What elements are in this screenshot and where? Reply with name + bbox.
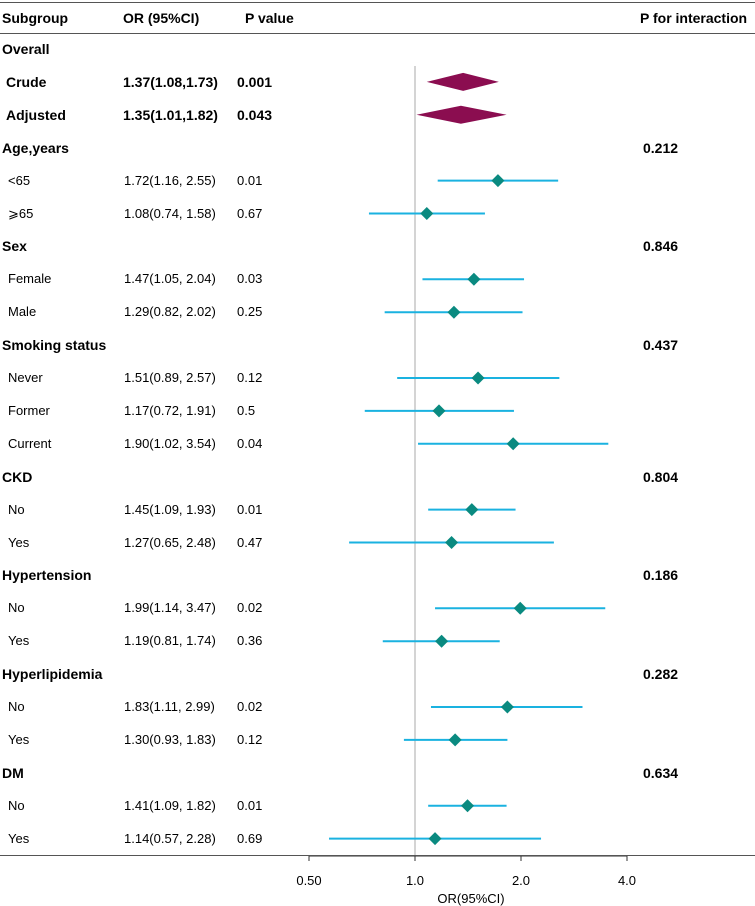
p-value: 0.02 (237, 600, 263, 616)
p-interaction-value: 0.804 (643, 468, 679, 485)
p-value: 0.12 (237, 370, 263, 385)
p-interaction-value: 0.846 (643, 238, 679, 255)
subgroup-label: No (8, 501, 25, 517)
p-interaction-value: 0.212 (643, 139, 679, 156)
header-or: OR (95%CI) (123, 10, 200, 26)
point-estimate-marker (448, 733, 462, 747)
group-label: Sex (2, 238, 27, 255)
or-ci-value: 1.35(1.01,1.82) (123, 106, 218, 123)
p-value: 0.02 (237, 699, 263, 714)
point-estimate-marker (428, 832, 442, 846)
p-interaction-value: 0.186 (643, 567, 679, 584)
p-value: 0.25 (237, 304, 263, 320)
p-value: 0.47 (237, 534, 263, 550)
header-p-interaction: P for interaction (640, 10, 748, 26)
or-ci-value: 1.83(1.11, 2.99) (124, 699, 215, 714)
point-estimate-marker (420, 207, 434, 220)
p-value: 0.12 (237, 731, 263, 747)
point-estimate-marker (461, 799, 475, 813)
point-estimate-marker (471, 371, 485, 385)
or-ci-value: 1.08(0.74, 1.58) (124, 205, 216, 221)
or-ci-value: 1.51(0.89, 2.57) (124, 370, 216, 385)
p-value: 0.36 (237, 633, 263, 649)
p-value: 0.03 (237, 271, 263, 287)
point-estimate-marker (506, 437, 520, 451)
group-label: Hypertension (2, 567, 92, 584)
x-tick-label: 4.0 (618, 873, 636, 888)
subgroup-label: Yes (8, 830, 30, 846)
or-ci-value: 1.30(0.93, 1.83) (124, 731, 216, 747)
subgroup-label: ⩾65 (8, 205, 34, 221)
subgroup-label: Yes (8, 731, 30, 747)
p-value: 0.5 (237, 402, 256, 418)
group-label: Overall (2, 41, 50, 57)
point-estimate-marker (465, 503, 479, 517)
p-value: 0.69 (237, 830, 263, 846)
subgroup-label: No (8, 600, 25, 616)
group-label: Hyperlipidemia (2, 666, 103, 683)
p-interaction-value: 0.437 (643, 337, 679, 354)
or-ci-value: 1.90(1.02, 3.54) (124, 435, 216, 451)
x-axis-label: OR(95%CI) (437, 891, 504, 906)
p-value: 0.67 (237, 205, 263, 221)
point-estimate-marker (445, 536, 459, 549)
bottom-rule (0, 855, 755, 856)
or-ci-value: 1.99(1.14, 3.47) (124, 600, 216, 616)
point-estimate-marker (435, 634, 449, 648)
group-label: DM (2, 764, 24, 781)
or-ci-value: 1.37(1.08,1.73) (123, 73, 218, 90)
p-value: 0.01 (237, 172, 263, 188)
point-estimate-marker (513, 601, 527, 615)
or-ci-value: 1.45(1.09, 1.93) (124, 501, 216, 517)
subgroup-label: Male (8, 304, 37, 320)
p-value: 0.04 (237, 435, 263, 451)
point-estimate-marker (447, 305, 461, 319)
or-ci-value: 1.27(0.65, 2.48) (124, 534, 216, 550)
subgroup-label: Never (8, 370, 43, 385)
p-value: 0.01 (237, 501, 263, 517)
p-value: 0.01 (237, 797, 263, 813)
p-interaction-value: 0.634 (643, 764, 679, 781)
point-estimate-marker (500, 700, 514, 714)
subgroup-label: No (8, 797, 25, 813)
subgroup-label: Current (8, 435, 52, 451)
group-label: Age,years (2, 139, 69, 156)
or-ci-value: 1.17(0.72, 1.91) (124, 402, 216, 418)
subgroup-label: No (8, 699, 25, 714)
summary-label: Crude (6, 73, 47, 90)
subgroup-label: Former (8, 402, 50, 418)
top-rule (0, 2, 755, 3)
header-subgroup: Subgroup (2, 10, 69, 26)
group-label: CKD (2, 468, 33, 485)
subgroup-label: <65 (8, 172, 31, 188)
point-estimate-marker (432, 404, 446, 418)
subgroup-label: Female (8, 271, 52, 287)
group-label: Smoking status (2, 337, 107, 354)
subgroup-label: Yes (8, 534, 30, 550)
or-ci-value: 1.72(1.16, 2.55) (124, 172, 216, 188)
p-value: 0.001 (237, 73, 273, 90)
or-ci-value: 1.29(0.82, 2.02) (124, 304, 216, 320)
or-ci-value: 1.41(1.09, 1.82) (124, 797, 216, 813)
or-ci-value: 1.47(1.05, 2.04) (124, 271, 216, 287)
x-tick-label: 0.50 (296, 873, 321, 888)
p-value: 0.043 (237, 106, 273, 123)
header-p-value: P value (245, 10, 294, 26)
summary-label: Adjusted (6, 106, 66, 123)
or-ci-value: 1.14(0.57, 2.28) (124, 830, 216, 846)
x-tick-label: 1.0 (406, 873, 424, 888)
p-interaction-value: 0.282 (643, 666, 679, 683)
subgroup-label: Yes (8, 633, 30, 649)
point-estimate-marker (491, 174, 505, 188)
x-tick-label: 2.0 (512, 873, 530, 888)
summary-diamond (416, 105, 507, 124)
or-ci-value: 1.19(0.81, 1.74) (124, 633, 216, 649)
header-rule (0, 33, 755, 34)
point-estimate-marker (467, 272, 481, 286)
summary-diamond (426, 72, 499, 91)
